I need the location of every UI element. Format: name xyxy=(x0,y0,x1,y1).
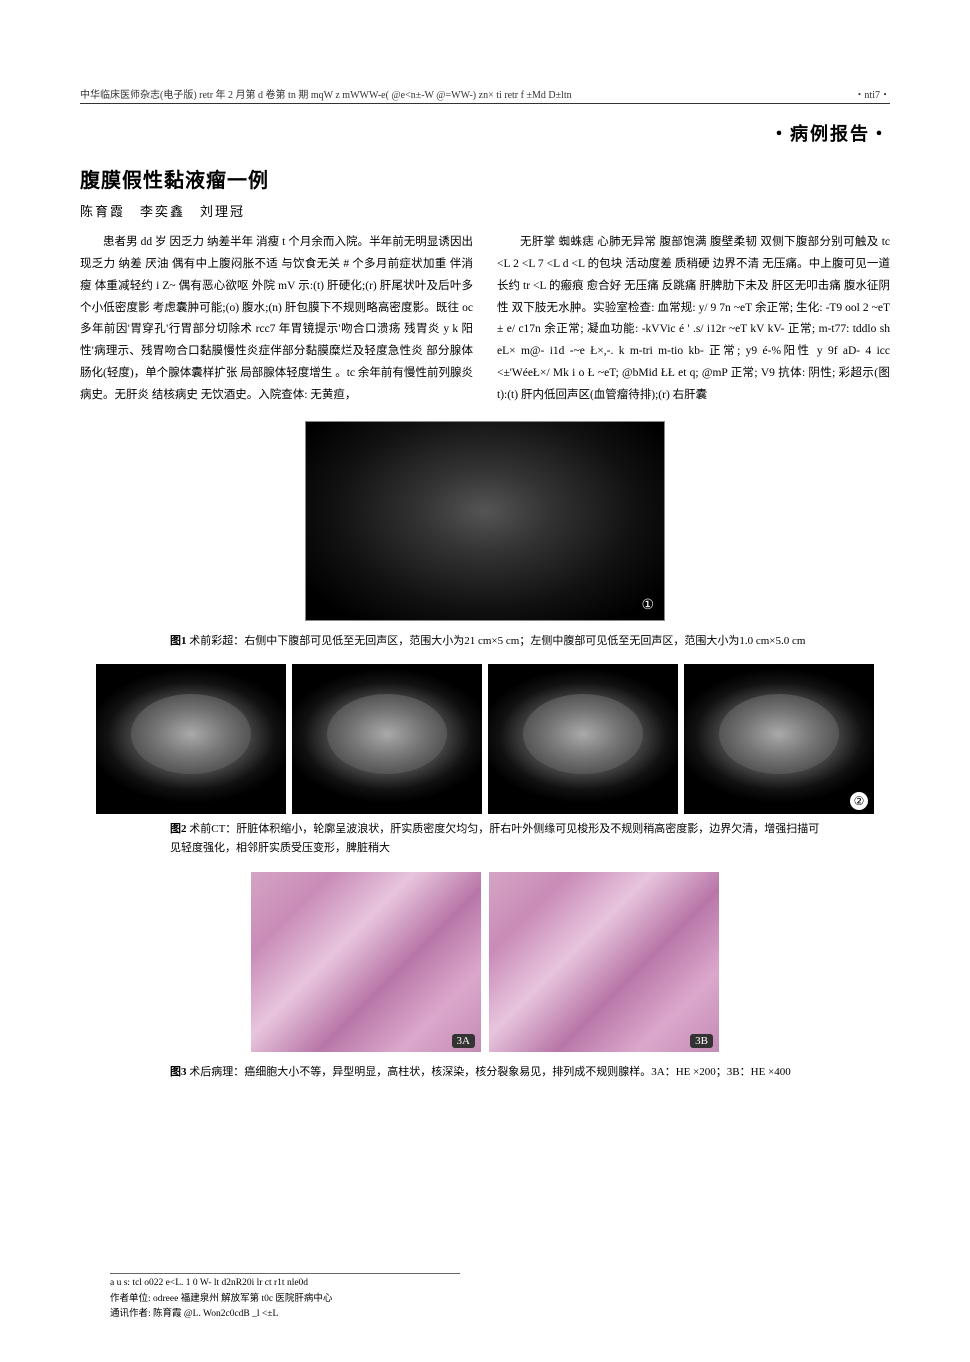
figure-1: 图1 术前彩超：右侧中下腹部可见低至无回声区，范围大小为21 cm×5 cm；左… xyxy=(80,421,890,651)
section-label: ・病例报告・ xyxy=(80,120,890,146)
figure-2-caption-text: 术前CT：肝脏体积缩小，轮廓呈波浪状，肝实质密度欠均匀，肝右叶外侧缘可见梭形及不… xyxy=(170,823,819,854)
body-columns: 患者男 dd 岁 因乏力 纳差半年 消瘦 t 个月余而入院。半年前无明显诱因出现… xyxy=(80,232,890,407)
figure-2-badge: ② xyxy=(850,792,868,810)
authors: 陈育霞 李奕鑫 刘理冠 xyxy=(80,201,890,220)
figure-3: 3A 3B 图3 术后病理：癌细胞大小不等，异型明显，高柱状，核深染，核分裂象易… xyxy=(80,872,890,1082)
body-right-text: 无肝掌 蜘蛛痣 心肺无异常 腹部饱满 腹壁柔韧 双侧下腹部分别可触及 tc <L… xyxy=(497,232,890,407)
figure-2-image-a xyxy=(96,664,286,814)
header-left: 中华临床医师杂志(电子版) retr 年 2 月第 d 卷第 tn 期 mqW … xyxy=(80,86,572,101)
figure-3-caption-text: 术后病理：癌细胞大小不等，异型明显，高柱状，核深染，核分裂象易见，排列成不规则腺… xyxy=(189,1066,791,1078)
body-right-column: 无肝掌 蜘蛛痣 心肺无异常 腹部饱满 腹壁柔韧 双侧下腹部分别可触及 tc <L… xyxy=(497,232,890,407)
figure-3-badge-a: 3A xyxy=(452,1034,475,1048)
header-right: ・nti7・ xyxy=(854,86,890,101)
article-title: 腹膜假性黏液瘤一例 xyxy=(80,164,890,193)
journal-header: 中华临床医师杂志(电子版) retr 年 2 月第 d 卷第 tn 期 mqW … xyxy=(80,86,890,104)
footer-line-1: a u s: tcl o022 e<L. 1 0 W- lt d2nR20i l… xyxy=(110,1276,460,1291)
footer-line-2: 作者单位: odreee 福建泉州 解放军第 t0c 医院肝病中心 xyxy=(110,1292,460,1307)
figure-2-image-b xyxy=(292,664,482,814)
figure-2-image-c xyxy=(488,664,678,814)
figure-2-caption: 图2 术前CT：肝脏体积缩小，轮廓呈波浪状，肝实质密度欠均匀，肝右叶外侧缘可见梭… xyxy=(170,820,830,857)
figure-2-label: 图2 xyxy=(170,823,187,835)
figure-2-image-d: ② xyxy=(684,664,874,814)
figure-1-caption: 图1 术前彩超：右侧中下腹部可见低至无回声区，范围大小为21 cm×5 cm；左… xyxy=(170,632,830,651)
footer: a u s: tcl o022 e<L. 1 0 W- lt d2nR20i l… xyxy=(110,1273,460,1322)
figure-3-badge-b: 3B xyxy=(690,1034,713,1048)
figure-3-image-b: 3B xyxy=(489,872,719,1052)
body-left-text: 患者男 dd 岁 因乏力 纳差半年 消瘦 t 个月余而入院。半年前无明显诱因出现… xyxy=(80,232,473,407)
figure-2-row: ② xyxy=(80,664,890,814)
figure-3-caption: 图3 术后病理：癌细胞大小不等，异型明显，高柱状，核深染，核分裂象易见，排列成不… xyxy=(170,1063,830,1082)
figure-3-row: 3A 3B xyxy=(80,872,890,1057)
figure-2: ② 图2 术前CT：肝脏体积缩小，轮廓呈波浪状，肝实质密度欠均匀，肝右叶外侧缘可… xyxy=(80,664,890,857)
figure-1-label: 图1 xyxy=(170,635,187,647)
footer-line-3: 通讯作者: 陈育霞 @L. Won2c0cdB _l <±L xyxy=(110,1307,460,1322)
figure-3-label: 图3 xyxy=(170,1066,187,1078)
figure-1-caption-text: 术前彩超：右侧中下腹部可见低至无回声区，范围大小为21 cm×5 cm；左侧中腹… xyxy=(189,635,805,647)
figure-3-image-a: 3A xyxy=(251,872,481,1052)
figure-1-image xyxy=(305,421,665,621)
body-left-column: 患者男 dd 岁 因乏力 纳差半年 消瘦 t 个月余而入院。半年前无明显诱因出现… xyxy=(80,232,473,407)
